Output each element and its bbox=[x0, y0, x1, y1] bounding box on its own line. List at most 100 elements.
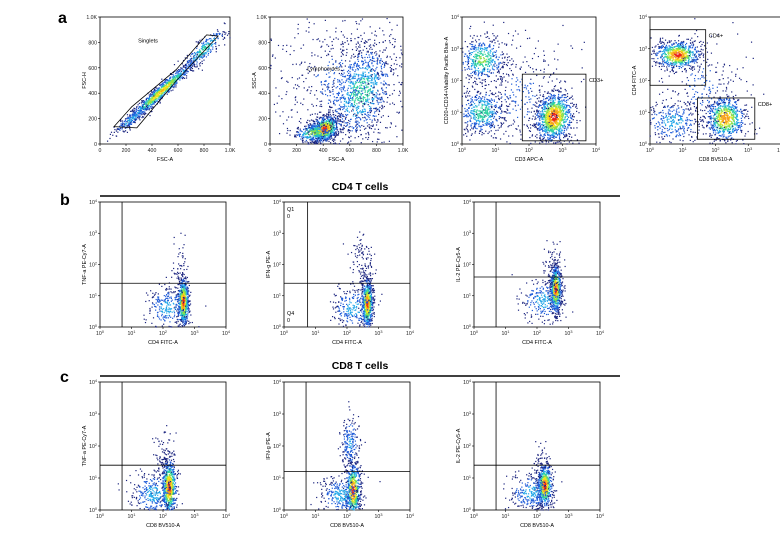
data-point bbox=[362, 92, 364, 94]
y-tick-label: 400 bbox=[258, 91, 267, 97]
data-point bbox=[356, 48, 358, 50]
data-point bbox=[129, 128, 131, 130]
data-point bbox=[339, 140, 342, 142]
data-point bbox=[358, 105, 360, 108]
data-point bbox=[333, 125, 335, 128]
data-point bbox=[133, 111, 135, 113]
data-point bbox=[331, 40, 333, 43]
data-point bbox=[381, 60, 384, 62]
data-point bbox=[162, 85, 164, 87]
data-point bbox=[321, 119, 323, 121]
data-point bbox=[360, 93, 362, 95]
data-point bbox=[214, 42, 216, 45]
data-point bbox=[215, 45, 217, 48]
data-point bbox=[541, 114, 543, 116]
data-point bbox=[325, 122, 328, 124]
data-point bbox=[561, 112, 564, 114]
data-point bbox=[308, 31, 310, 33]
data-point bbox=[545, 132, 547, 134]
data-point bbox=[347, 101, 350, 103]
data-point bbox=[327, 117, 329, 119]
data-point bbox=[558, 130, 560, 132]
data-point bbox=[359, 111, 361, 113]
data-point bbox=[475, 54, 478, 56]
data-point bbox=[337, 93, 339, 95]
data-point bbox=[324, 19, 326, 21]
data-point bbox=[319, 100, 321, 103]
data-point bbox=[354, 100, 356, 102]
data-point bbox=[352, 89, 355, 91]
panel-label-a: a bbox=[58, 10, 67, 27]
data-point bbox=[133, 113, 135, 115]
data-point bbox=[565, 120, 567, 123]
data-point bbox=[208, 47, 210, 49]
data-point bbox=[147, 106, 149, 109]
data-point bbox=[360, 20, 362, 22]
data-point bbox=[559, 91, 561, 93]
data-point bbox=[338, 72, 340, 75]
data-point bbox=[357, 116, 359, 118]
data-point bbox=[364, 56, 366, 59]
data-point bbox=[328, 137, 330, 139]
data-point bbox=[552, 117, 554, 119]
data-point bbox=[307, 109, 309, 111]
data-point bbox=[554, 109, 556, 111]
data-point bbox=[199, 39, 201, 41]
data-point bbox=[316, 125, 318, 128]
data-point bbox=[358, 55, 360, 57]
data-point bbox=[310, 132, 312, 134]
data-point bbox=[357, 90, 359, 92]
data-point bbox=[169, 82, 171, 84]
data-point bbox=[198, 49, 201, 51]
data-point bbox=[193, 62, 195, 64]
data-point bbox=[355, 94, 357, 96]
data-point bbox=[367, 39, 369, 41]
data-point bbox=[348, 111, 351, 113]
data-point bbox=[359, 50, 362, 52]
data-point bbox=[337, 119, 339, 121]
data-point bbox=[326, 126, 328, 128]
data-point bbox=[221, 35, 224, 37]
data-point bbox=[314, 128, 316, 131]
data-point bbox=[509, 59, 511, 62]
data-point bbox=[324, 80, 326, 82]
data-point bbox=[386, 101, 388, 103]
data-point bbox=[373, 86, 375, 88]
data-point bbox=[160, 92, 162, 94]
data-point bbox=[134, 107, 136, 110]
data-point bbox=[309, 129, 311, 131]
data-point bbox=[304, 61, 306, 63]
data-point bbox=[309, 135, 311, 137]
data-point bbox=[185, 77, 188, 79]
data-point bbox=[547, 118, 550, 120]
data-point bbox=[324, 138, 327, 140]
data-point bbox=[376, 110, 378, 112]
data-point bbox=[576, 122, 578, 124]
data-point bbox=[306, 135, 309, 138]
data-point bbox=[548, 120, 550, 123]
data-point bbox=[342, 43, 344, 45]
data-point bbox=[570, 117, 572, 119]
data-point bbox=[141, 114, 143, 116]
data-point bbox=[193, 64, 195, 66]
data-point bbox=[328, 111, 330, 113]
data-point bbox=[370, 59, 372, 61]
data-point bbox=[349, 66, 351, 68]
data-point bbox=[327, 102, 330, 104]
data-point bbox=[481, 50, 483, 52]
data-point bbox=[351, 91, 354, 93]
data-point bbox=[315, 130, 317, 132]
data-point bbox=[565, 96, 567, 99]
data-point bbox=[391, 68, 393, 70]
data-point bbox=[191, 65, 194, 67]
data-point bbox=[349, 73, 352, 75]
data-point bbox=[322, 114, 325, 116]
data-point bbox=[377, 103, 379, 105]
data-point bbox=[371, 82, 373, 84]
data-point bbox=[148, 98, 151, 101]
data-point bbox=[145, 100, 147, 102]
data-point bbox=[329, 128, 331, 130]
data-point bbox=[363, 125, 365, 127]
data-point bbox=[575, 103, 578, 105]
data-point bbox=[374, 52, 376, 54]
